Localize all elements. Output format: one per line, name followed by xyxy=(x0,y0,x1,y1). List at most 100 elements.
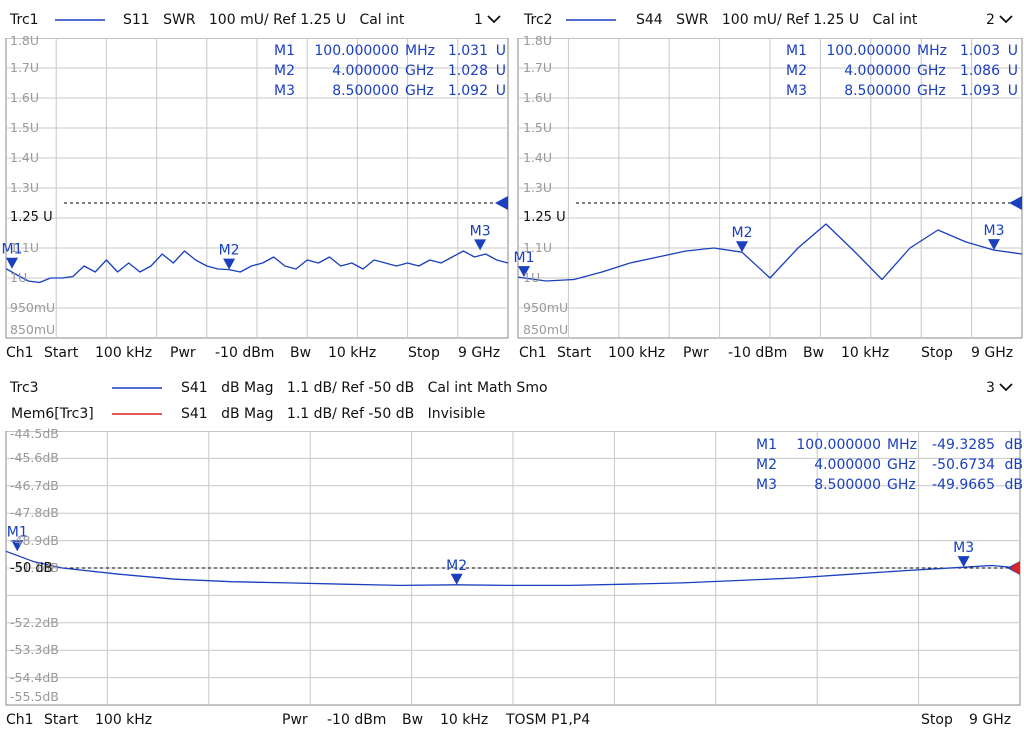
start-value[interactable]: 100 kHz xyxy=(95,345,153,361)
grid-label: -51.1dB xyxy=(10,560,59,575)
trc3-ref-label: -50 dB xyxy=(10,561,53,576)
channel-label: Ch1 xyxy=(6,712,34,728)
reference-marker-icon[interactable] xyxy=(1009,196,1022,210)
trc1-legend-line xyxy=(55,19,105,21)
marker-triangle-icon[interactable] xyxy=(6,257,18,269)
mem6-legend-line xyxy=(112,413,162,415)
grid-label: 1.4U xyxy=(10,150,40,165)
marker-triangle-icon[interactable] xyxy=(987,239,1000,251)
trace-line[interactable] xyxy=(5,550,1021,587)
grid-label: -52.2dB xyxy=(10,614,59,630)
marker-triangle-icon[interactable] xyxy=(450,573,463,585)
marker-id: M2 xyxy=(786,63,807,79)
reference-marker-icon[interactable] xyxy=(495,196,508,210)
trc1-header[interactable]: Trc1 xyxy=(10,11,39,29)
trc1-window-number: 1 xyxy=(474,12,483,28)
marker-triangle-icon[interactable] xyxy=(223,258,236,270)
trc3-marker-row[interactable]: M2 4.000000 GHz -50.6734 dB xyxy=(756,455,1023,475)
trc2-window-number: 2 xyxy=(986,12,995,28)
marker-value-unit: dB xyxy=(1004,457,1024,473)
trc2-param: S44 xyxy=(636,12,663,28)
channel-label: Ch1 xyxy=(6,345,34,361)
memory-marker-icon[interactable] xyxy=(1010,561,1020,575)
trc2-marker-row[interactable]: M3 8.500000 GHz 1.093 U xyxy=(786,81,1018,101)
marker-triangle-icon[interactable] xyxy=(735,241,748,253)
marker-freq-unit: GHz xyxy=(917,63,946,79)
start-value[interactable]: 100 kHz xyxy=(608,345,666,361)
start-label: Start xyxy=(44,712,79,728)
marker-label: M3 xyxy=(953,540,974,556)
marker-value: -49.9665 xyxy=(932,477,995,493)
trc2-scale: 100 mU/ Ref 1.25 U xyxy=(721,12,860,28)
marker-label: M3 xyxy=(470,223,491,239)
marker-triangle-icon[interactable] xyxy=(518,266,530,278)
bw-value[interactable]: 10 kHz xyxy=(328,345,377,361)
mem6-header[interactable]: Mem6[Trc3] xyxy=(11,405,94,423)
marker-value-unit: U xyxy=(1007,83,1018,99)
grid-label: -46.7dB xyxy=(10,477,59,493)
bw-value[interactable]: 10 kHz xyxy=(841,345,890,361)
trace-line[interactable] xyxy=(517,223,1023,282)
bw-label: Bw xyxy=(402,712,424,728)
grid-label: 950mU xyxy=(10,300,56,315)
grid-label: -54.4dB xyxy=(10,669,59,685)
marker-triangle-icon[interactable] xyxy=(474,239,487,251)
marker-id: M1 xyxy=(756,437,777,453)
marker-id: M3 xyxy=(274,83,295,99)
stop-value[interactable]: 9 GHz xyxy=(971,345,1014,361)
trc2-header[interactable]: Trc2 xyxy=(524,11,553,29)
trc3-scale: 1.1 dB/ Ref -50 dB xyxy=(286,380,415,396)
calibration-value[interactable]: TOSM P1,P4 xyxy=(506,712,591,728)
trc3-name: Trc3 xyxy=(10,380,39,396)
trc1-window-menu[interactable]: 1 xyxy=(474,11,501,29)
trc1-marker-row[interactable]: M3 8.500000 GHz 1.092 U xyxy=(274,81,506,101)
start-value[interactable]: 100 kHz xyxy=(95,712,153,728)
trc1-marker-row[interactable]: M1 100.000000 MHz 1.031 U xyxy=(274,41,506,61)
trc2-plot-area[interactable]: M1 M2 M3 xyxy=(512,38,1024,340)
mem6-scale: 1.1 dB/ Ref -50 dB xyxy=(286,406,415,422)
marker-label: M2 xyxy=(446,558,467,574)
stop-label: Stop xyxy=(921,345,953,361)
power-label: Pwr xyxy=(170,345,196,361)
bw-value[interactable]: 10 kHz xyxy=(440,712,489,728)
stop-value[interactable]: 9 GHz xyxy=(969,712,1012,728)
marker-id: M1 xyxy=(274,43,295,59)
marker-triangle-icon[interactable] xyxy=(957,556,970,568)
grid-label: 1.5U xyxy=(10,120,40,135)
trc3-marker-row[interactable]: M3 8.500000 GHz -49.9665 dB xyxy=(756,475,1023,495)
marker-triangle-icon[interactable] xyxy=(11,540,24,552)
grid-label: -53.3dB xyxy=(10,642,59,658)
grid-label: -55.5dB xyxy=(10,689,59,704)
marker-id: M1 xyxy=(786,43,807,59)
channel-label: Ch1 xyxy=(519,345,547,361)
grid-label: 1.1U xyxy=(10,240,40,255)
chevron-down-icon xyxy=(999,15,1013,24)
mem6-format: dB Mag xyxy=(221,406,274,422)
marker-id: M3 xyxy=(756,477,777,493)
trc1-format: SWR xyxy=(163,12,196,28)
trc3-marker-table: M1 100.000000 MHz -49.3285 dB M2 4.000000 GHz -… xyxy=(756,435,1023,495)
power-value[interactable]: -10 dBm xyxy=(327,712,387,728)
trc2-name: Trc2 xyxy=(524,12,553,28)
power-value[interactable]: -10 dBm xyxy=(728,345,788,361)
marker-value: 1.028 xyxy=(447,63,488,79)
trc3-window-menu[interactable]: 3 xyxy=(986,379,1013,397)
stop-value[interactable]: 9 GHz xyxy=(458,345,501,361)
marker-freq-unit: GHz xyxy=(887,457,916,473)
trc1-param: S11 xyxy=(123,12,150,28)
trc2-marker-row[interactable]: M1 100.000000 MHz 1.003 U xyxy=(786,41,1018,61)
trc2-marker-row[interactable]: M2 4.000000 GHz 1.086 U xyxy=(786,61,1018,81)
marker-freq: 8.500000 xyxy=(332,83,399,99)
power-value[interactable]: -10 dBm xyxy=(215,345,275,361)
trc3-marker-row[interactable]: M1 100.000000 MHz -49.3285 dB xyxy=(756,435,1023,455)
trc3-header[interactable]: Trc3 xyxy=(10,379,39,397)
trace-line[interactable] xyxy=(5,250,509,284)
trc2-window-menu[interactable]: 2 xyxy=(986,11,1013,29)
marker-freq: 100.000000 xyxy=(314,43,399,59)
marker-label: M3 xyxy=(983,223,1004,239)
trc1-marker-row[interactable]: M2 4.000000 GHz 1.028 U xyxy=(274,61,506,81)
grid-label: 1.3U xyxy=(10,180,40,195)
trc1-plot-area[interactable]: M1 M2 M3 xyxy=(0,38,512,340)
marker-freq-unit: MHz xyxy=(405,43,435,59)
trc3-plot-area[interactable]: M1 M2 M3 xyxy=(0,431,1024,707)
